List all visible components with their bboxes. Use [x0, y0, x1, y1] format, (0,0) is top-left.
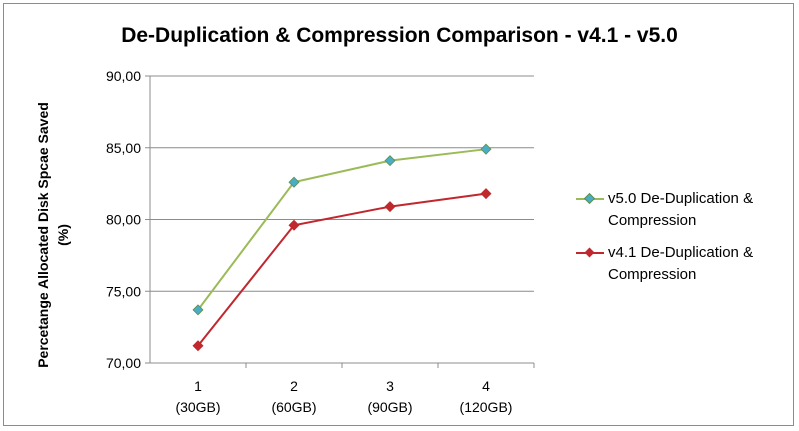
series-marker	[384, 201, 396, 213]
series-marker	[192, 340, 204, 352]
x-tick-labels: 1 (30GB) 2 (60GB) 3 (90GB) 4 (120GB)	[175, 378, 512, 415]
legend-item-v50: v5.0 De-Duplication & Compression	[574, 188, 793, 232]
x-tick-label: 1	[194, 378, 202, 394]
series-line	[197, 192, 487, 347]
series-marker	[480, 143, 492, 155]
y-tick-label: 80,00	[106, 212, 141, 228]
legend-item-v41: v4.1 De-Duplication & Compression	[574, 242, 793, 286]
series-marker	[480, 188, 492, 200]
series-line	[197, 148, 487, 311]
series-marker	[288, 176, 300, 188]
chart-title: De-Duplication & Compression Comparison …	[121, 24, 678, 47]
y-tick-label: 85,00	[106, 140, 141, 156]
legend-swatch-v41	[574, 242, 608, 262]
x-tick-sublabel: (120GB)	[460, 399, 513, 415]
series-group	[192, 143, 492, 352]
x-tick-sublabel: (90GB)	[367, 399, 412, 415]
x-tick-label: 3	[386, 378, 394, 394]
legend-label-v50: v5.0 De-Duplication & Compression	[608, 190, 754, 229]
chart-frame	[3, 3, 794, 426]
x-tick-label: 4	[482, 378, 490, 394]
legend-label-v41: v4.1 De-Duplication & Compression	[608, 244, 754, 283]
y-tick-labels: 70,00 75,00 80,00 85,00 90,00	[106, 68, 141, 371]
series-marker	[384, 155, 396, 167]
series-marker	[192, 304, 204, 316]
x-tick-label: 2	[290, 378, 298, 394]
gridlines	[145, 75, 535, 368]
x-tick-sublabel: (30GB)	[175, 399, 220, 415]
y-tick-label: 90,00	[106, 68, 141, 84]
y-axis-label-line2: (%)	[55, 224, 71, 246]
y-tick-label: 75,00	[106, 283, 141, 299]
y-tick-label: 70,00	[106, 355, 141, 371]
series-marker	[288, 219, 300, 231]
y-axis-label-line1: Percetange Allocated Disk Spcae Saved	[35, 102, 51, 368]
x-tick-sublabel: (60GB)	[271, 399, 316, 415]
legend: v5.0 De-Duplication & Compression v4.1 D…	[574, 188, 793, 296]
legend-swatch-v50	[574, 188, 608, 208]
